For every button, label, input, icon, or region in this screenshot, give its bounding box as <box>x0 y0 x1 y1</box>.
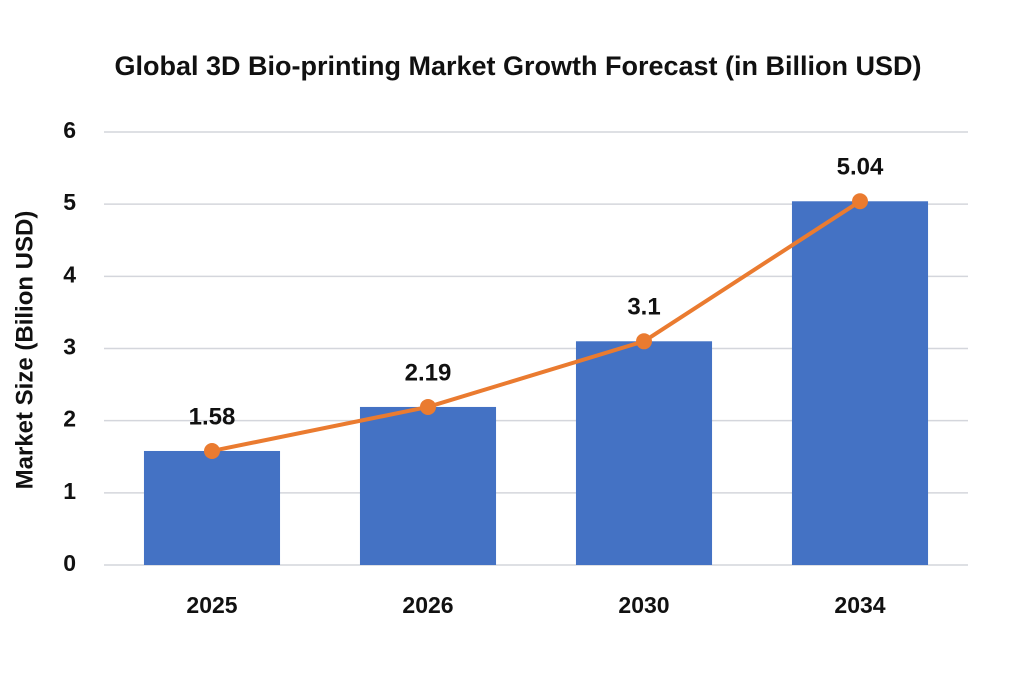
y-tick-label: 0 <box>63 550 76 576</box>
bar <box>359 406 497 565</box>
line-point <box>852 193 868 210</box>
chart-title: Global 3D Bio-printing Market Growth For… <box>114 51 921 81</box>
y-tick-label: 5 <box>63 189 76 215</box>
y-tick-label: 3 <box>63 334 76 360</box>
trend-line <box>211 199 862 453</box>
y-axis-label: Market Size (Bilion USD) <box>11 211 38 490</box>
y-tick-label: 2 <box>63 406 76 432</box>
data-label: 1.58 <box>189 403 236 430</box>
line-point <box>204 442 220 459</box>
data-label: 5.04 <box>837 154 884 181</box>
bar <box>143 450 281 565</box>
line-point <box>420 398 436 415</box>
line-point <box>636 333 652 350</box>
x-tick-label: 2030 <box>618 592 669 618</box>
y-tick-label: 4 <box>63 261 76 287</box>
data-label: 3.1 <box>627 294 660 321</box>
x-tick-label: 2026 <box>402 592 453 618</box>
y-tick-label: 1 <box>63 478 76 504</box>
x-tick-label: 2034 <box>834 592 885 618</box>
x-tick-label: 2025 <box>186 592 237 618</box>
data-label: 2.19 <box>405 359 452 386</box>
bar <box>791 201 929 565</box>
y-tick-label: 6 <box>63 117 76 143</box>
bar <box>575 341 713 565</box>
